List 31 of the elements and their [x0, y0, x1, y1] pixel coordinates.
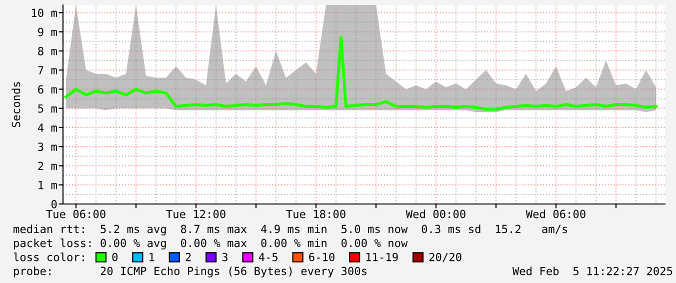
- text: median rtt: 5.2 ms avg 8.7 ms max 4.9 ms min 5.0 ms now 0.3 ms sd 15.2 am/s: [14, 224, 568, 236]
- text: Wed Feb 5 11:22:27 2025: [512, 266, 672, 276]
- legend-label: 0: [112, 252, 118, 262]
- legend-label: 20/20: [429, 252, 462, 262]
- y-tick-label: 9 m: [38, 28, 57, 36]
- y-tick-label: 10 m: [32, 8, 57, 18]
- y-tick-label: 7 m: [38, 66, 57, 74]
- legend-label: 11-19: [366, 252, 398, 262]
- text: packet loss: 0.00 % avg 0.00 % max 0.00 % min 0.00 % now: [14, 238, 408, 250]
- y-tick-label: 1 m: [38, 181, 57, 190]
- y-tick-label: 8 m: [38, 46, 57, 56]
- legend-title: loss color:: [14, 252, 84, 262]
- legend-label: 2: [186, 252, 191, 262]
- x-tick-label: Tue 06:00: [46, 210, 106, 218]
- y-tick-label: 0: [51, 200, 57, 208]
- y-tick-label: 3 m: [38, 142, 57, 152]
- x-tick-label: Tue 12:00: [166, 210, 226, 218]
- legend-label: 6-10: [309, 252, 334, 262]
- legend-label: 1: [150, 252, 154, 262]
- y-tick-label: 6 m: [38, 85, 57, 94]
- y-tick-label: 5 m: [38, 104, 57, 113]
- text: probe: 20 ICMP Echo Pings (56 Bytes) every 300s: [14, 266, 366, 278]
- legend-label: 4-5: [258, 252, 278, 262]
- x-tick-label: Wed 00:00: [406, 210, 466, 218]
- y-tick-label: 2 m: [38, 162, 57, 170]
- line-series: [64, 36, 658, 111]
- legend-label: 3: [222, 252, 228, 262]
- x-tick-label: Tue 18:00: [286, 210, 346, 218]
- y-axis-title: Seconds: [12, 82, 20, 128]
- x-tick-label: Wed 06:00: [526, 210, 586, 218]
- y-tick-label: 4 m: [38, 124, 57, 132]
